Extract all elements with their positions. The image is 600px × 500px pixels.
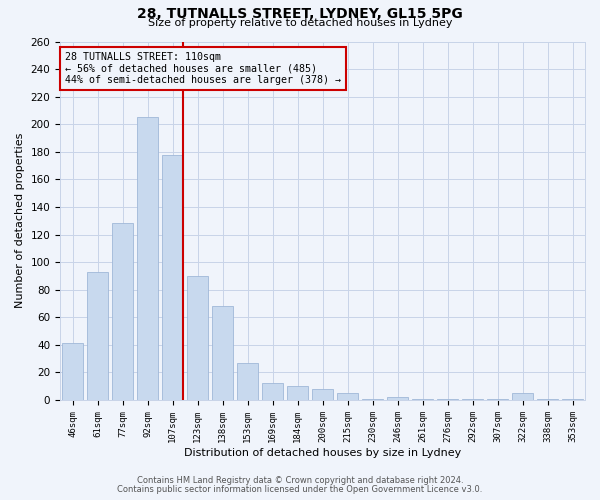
Bar [62,344,83,400]
Bar [312,389,333,400]
Bar [237,362,258,400]
Bar [187,276,208,400]
X-axis label: Distribution of detached houses by size in Lydney: Distribution of detached houses by size … [184,448,461,458]
Bar [112,224,133,400]
Bar [512,393,533,400]
Bar [437,398,458,400]
Bar [412,398,433,400]
Text: Contains HM Land Registry data © Crown copyright and database right 2024.: Contains HM Land Registry data © Crown c… [137,476,463,485]
Bar [87,272,108,400]
Bar [162,154,183,400]
Bar [537,398,558,400]
Bar [337,393,358,400]
Text: 28 TUTNALLS STREET: 110sqm
← 56% of detached houses are smaller (485)
44% of sem: 28 TUTNALLS STREET: 110sqm ← 56% of deta… [65,52,341,86]
Text: 28, TUTNALLS STREET, LYDNEY, GL15 5PG: 28, TUTNALLS STREET, LYDNEY, GL15 5PG [137,8,463,22]
Bar [462,398,483,400]
Bar [387,397,408,400]
Bar [487,398,508,400]
Text: Size of property relative to detached houses in Lydney: Size of property relative to detached ho… [148,18,452,28]
Bar [562,398,583,400]
Bar [262,384,283,400]
Bar [362,398,383,400]
Y-axis label: Number of detached properties: Number of detached properties [15,133,25,308]
Text: Contains public sector information licensed under the Open Government Licence v3: Contains public sector information licen… [118,485,482,494]
Bar [287,386,308,400]
Bar [212,306,233,400]
Bar [137,118,158,400]
